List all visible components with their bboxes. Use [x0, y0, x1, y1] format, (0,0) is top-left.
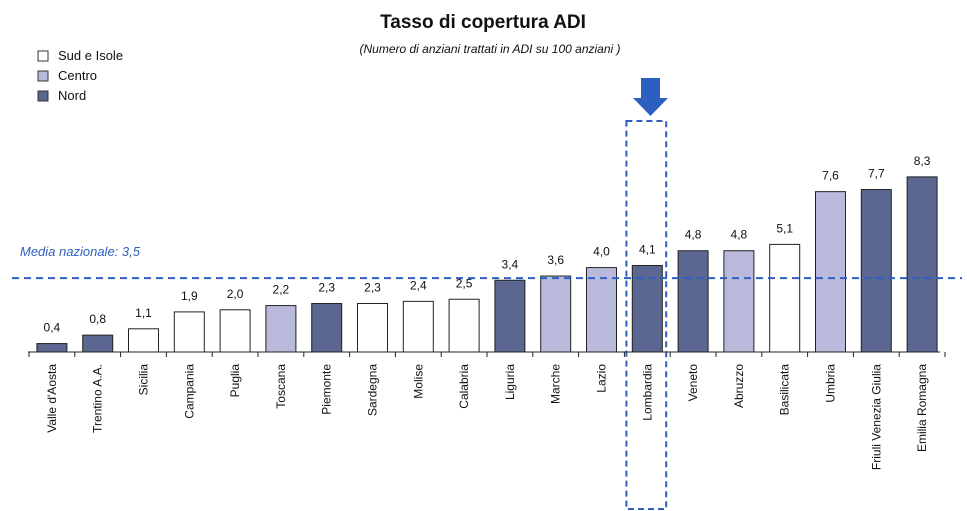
- chart-subtitle: (Numero di anziani trattati in ADI su 10…: [359, 42, 620, 56]
- x-tick-label: Abruzzo: [732, 364, 746, 408]
- x-tick-label: Liguria: [503, 364, 517, 400]
- bar: [723, 250, 755, 353]
- x-tick-label: Veneto: [686, 364, 700, 402]
- x-tick-label: Sicilia: [137, 364, 151, 396]
- x-tick-label: Calabria: [457, 364, 471, 409]
- bar: [448, 298, 480, 353]
- value-label: 2,3: [364, 280, 381, 294]
- x-tick-label: Lombardia: [640, 364, 654, 421]
- bar: [402, 300, 434, 353]
- highlight-arrow: [633, 78, 668, 116]
- x-tick-label: Sardegna: [366, 364, 380, 416]
- bar: [36, 343, 68, 353]
- value-label: 7,7: [868, 167, 885, 181]
- x-tick-label: Marche: [549, 364, 563, 404]
- bar: [815, 191, 846, 353]
- x-tick-label: Piemonte: [320, 364, 334, 415]
- value-label: 1,1: [135, 306, 152, 320]
- value-label: 4,1: [639, 242, 656, 256]
- x-tick-label: Umbria: [824, 364, 838, 403]
- x-tick-label: Molise: [411, 364, 425, 399]
- bar: [311, 302, 343, 353]
- bar: [540, 275, 572, 353]
- value-label: 4,8: [731, 228, 748, 242]
- chart-title: Tasso di copertura ADI: [380, 12, 586, 33]
- value-label: 0,4: [44, 321, 61, 335]
- bar: [265, 305, 297, 353]
- x-tick-label: Friuli Venezia Giulia: [869, 364, 883, 470]
- x-tick-label: Puglia: [228, 364, 242, 398]
- bar: [82, 334, 114, 353]
- value-label: 3,4: [502, 257, 519, 271]
- value-label: 4,0: [593, 245, 610, 259]
- value-label: 0,8: [89, 312, 106, 326]
- bar: [677, 250, 709, 353]
- legend-label: Sud e Isole: [58, 48, 123, 63]
- bar: [128, 328, 159, 353]
- value-label: 2,4: [410, 278, 427, 292]
- value-label: 7,6: [822, 169, 839, 183]
- x-tick-label: Trentino A.A.: [91, 364, 105, 433]
- x-tick-label: Emilia Romagna: [915, 364, 929, 452]
- bar: [219, 309, 251, 353]
- x-tick-label: Lazio: [595, 364, 609, 393]
- value-label: 2,0: [227, 287, 244, 301]
- bar: [769, 243, 801, 353]
- value-label: 3,6: [547, 253, 564, 267]
- value-label: 2,5: [456, 276, 473, 290]
- reference-label: Media nazionale: 3,5: [20, 244, 141, 259]
- legend-label: Centro: [58, 68, 97, 83]
- value-label: 1,9: [181, 289, 198, 303]
- value-label: 4,8: [685, 228, 702, 242]
- x-tick-label: Campania: [182, 364, 196, 419]
- value-label: 8,3: [914, 154, 931, 168]
- value-label: 5,1: [776, 221, 793, 235]
- bar: [860, 189, 892, 353]
- bar: [173, 311, 205, 353]
- legend-label: Nord: [58, 88, 86, 103]
- value-label: 2,2: [273, 283, 290, 297]
- bar: [494, 279, 526, 353]
- value-label: 2,3: [318, 280, 335, 294]
- highlight-box: [625, 120, 668, 510]
- legend-swatch: [37, 90, 49, 102]
- x-tick-label: Toscana: [274, 364, 288, 409]
- bar: [631, 264, 663, 353]
- legend-swatch: [37, 70, 49, 82]
- x-tick-label: Basilicata: [778, 364, 792, 416]
- bar: [357, 302, 388, 353]
- bar: [586, 267, 617, 353]
- bar: [906, 176, 938, 353]
- legend-swatch: [37, 50, 49, 62]
- x-tick-label: Valle d'Aosta: [45, 364, 59, 433]
